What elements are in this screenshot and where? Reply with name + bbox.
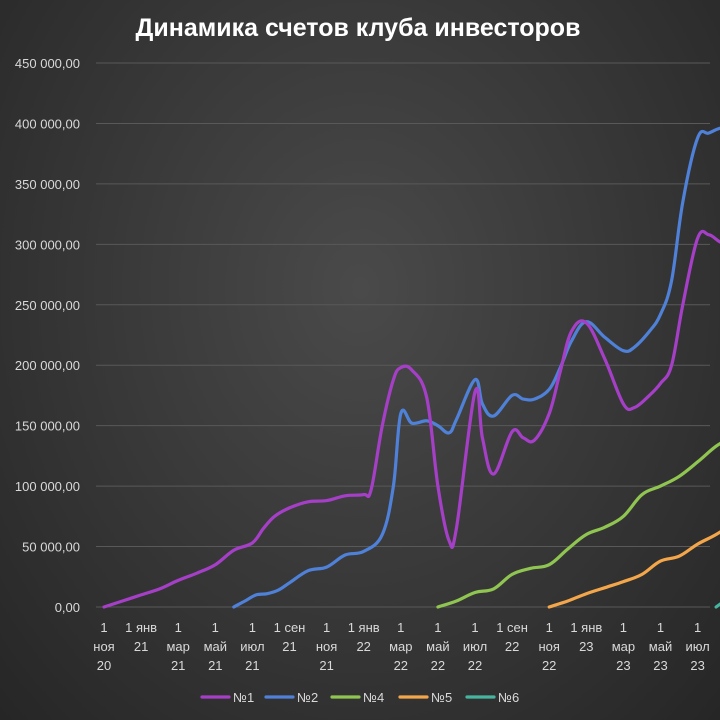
x-tick-label: 21 — [171, 658, 185, 673]
x-tick-label: 23 — [690, 658, 704, 673]
y-axis: 0,00 50 000,00 100 000,00 150 000,00 200 000… — [15, 56, 80, 615]
chart-title: Динамика счетов клуба инвесторов — [136, 14, 581, 42]
x-tick-label: мар — [389, 639, 412, 654]
x-tick-label: 1 — [620, 620, 627, 635]
x-tick-label: 21 — [134, 639, 148, 654]
y-tick-label: 100 000,00 — [15, 479, 80, 494]
x-tick-label: 1 — [657, 620, 664, 635]
legend-label: №4 — [363, 690, 384, 705]
x-tick-label: ноя — [93, 639, 114, 654]
x-tick-label: 1 — [249, 620, 256, 635]
series-lines — [102, 126, 720, 609]
x-tick-label: 21 — [282, 639, 296, 654]
x-tick-label: 22 — [542, 658, 556, 673]
x-tick-label: мар — [166, 639, 189, 654]
series-line-1 — [102, 229, 720, 609]
y-tick-label: 50 000,00 — [22, 540, 80, 555]
y-tick-label: 450 000,00 — [15, 56, 80, 71]
x-tick-label: 22 — [468, 658, 482, 673]
x-tick-label: июл — [463, 639, 487, 654]
y-tick-label: 400 000,00 — [15, 116, 80, 131]
x-tick-label: 21 — [245, 658, 259, 673]
x-tick-label: 1 — [694, 620, 701, 635]
legend-label: №2 — [297, 690, 318, 705]
x-tick-label: 22 — [505, 639, 519, 654]
y-tick-label: 250 000,00 — [15, 298, 80, 313]
x-tick-label: 1 — [323, 620, 330, 635]
x-tick-label: ноя — [538, 639, 559, 654]
x-tick-label: 20 — [97, 658, 111, 673]
y-tick-label: 0,00 — [55, 600, 80, 615]
x-tick-label: 1 янв — [348, 620, 380, 635]
y-tick-label: 350 000,00 — [15, 177, 80, 192]
series-line-2 — [232, 126, 720, 609]
series-line-3 — [436, 441, 720, 609]
x-tick-label: 1 янв — [125, 620, 157, 635]
x-tick-label: 23 — [579, 639, 593, 654]
x-tick-label: 22 — [356, 639, 370, 654]
series-line-4 — [547, 530, 720, 609]
y-tick-label: 200 000,00 — [15, 358, 80, 373]
x-tick-label: 1 — [471, 620, 478, 635]
x-tick-label: 23 — [653, 658, 667, 673]
x-tick-label: 1 — [546, 620, 553, 635]
x-tick-label: 22 — [394, 658, 408, 673]
x-tick-label: май — [649, 639, 672, 654]
legend: №1 №2 №4 №5 №6 — [200, 690, 519, 705]
x-tick-label: 21 — [208, 658, 222, 673]
x-tick-label: 1 — [100, 620, 107, 635]
y-tick-label: 150 000,00 — [15, 419, 80, 434]
gridlines — [96, 62, 710, 608]
x-axis: 1 ноя 20 1 янв 21 1 мар 21 1 май 21 1 июл 21 1 сен 21 1 н… — [93, 620, 709, 673]
x-tick-label: ноя — [316, 639, 337, 654]
x-tick-label: 1 — [397, 620, 404, 635]
x-tick-label: 1 — [434, 620, 441, 635]
x-tick-label: май — [204, 639, 227, 654]
x-tick-label: 1 — [212, 620, 219, 635]
x-tick-label: 1 — [175, 620, 182, 635]
legend-label: №5 — [431, 690, 452, 705]
legend-label: №6 — [498, 690, 519, 705]
series-line-5 — [714, 602, 720, 609]
x-tick-label: 1 сен — [274, 620, 306, 635]
x-tick-label: 21 — [319, 658, 333, 673]
x-tick-label: 22 — [431, 658, 445, 673]
x-tick-label: 23 — [616, 658, 630, 673]
x-tick-label: мар — [612, 639, 635, 654]
x-tick-label: июл — [685, 639, 709, 654]
x-tick-label: 1 янв — [570, 620, 602, 635]
x-tick-label: май — [426, 639, 449, 654]
x-tick-label: июл — [240, 639, 264, 654]
legend-label: №1 — [233, 690, 254, 705]
y-tick-label: 300 000,00 — [15, 237, 80, 252]
x-tick-label: 1 сен — [496, 620, 528, 635]
